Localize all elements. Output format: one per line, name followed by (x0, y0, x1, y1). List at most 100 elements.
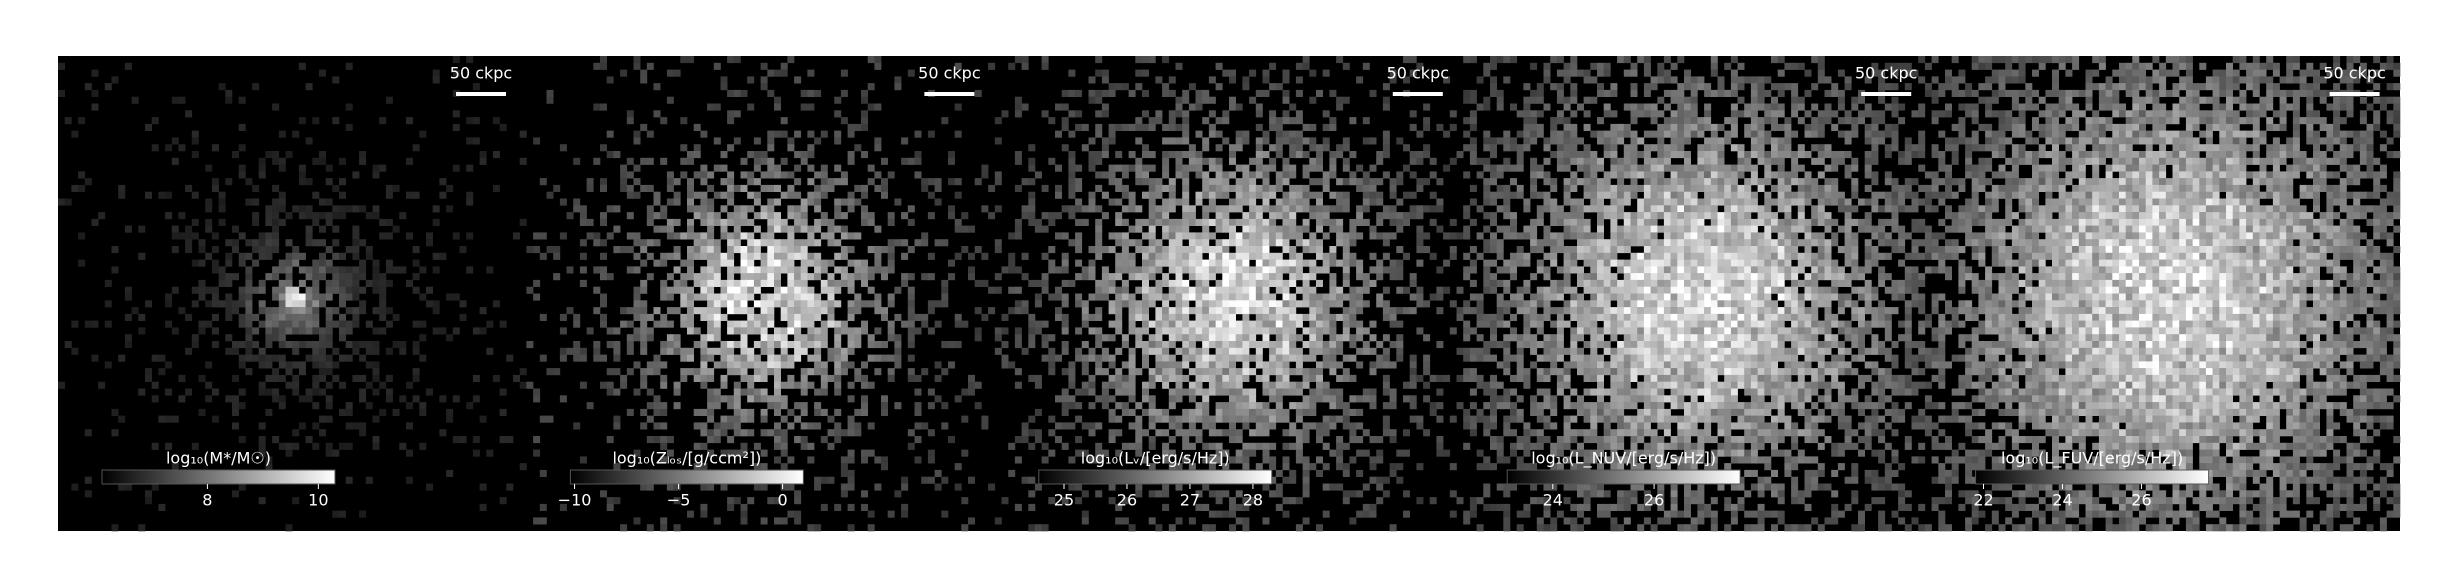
pixel (1055, 130, 1062, 138)
pixel (1329, 395, 1337, 403)
pixel (1831, 157, 1839, 165)
pixel (753, 442, 761, 450)
pixel (713, 361, 721, 369)
pixel (1034, 225, 1042, 233)
pixel (854, 327, 862, 335)
pixel (800, 388, 808, 396)
pixel (406, 449, 413, 457)
pixel (1382, 83, 1390, 91)
pixel (753, 239, 761, 247)
pixel (820, 334, 828, 342)
pixel (345, 307, 353, 315)
pixel (58, 89, 65, 97)
pixel (727, 266, 735, 274)
pixel (459, 313, 467, 321)
pixel (1229, 103, 1236, 111)
pixel (606, 503, 614, 511)
pixel (713, 266, 721, 274)
pixel (573, 422, 581, 430)
pixel (1416, 300, 1424, 308)
pixel (1014, 184, 1022, 192)
pixel (178, 395, 186, 403)
pixel (1121, 381, 1129, 389)
pixel (412, 368, 420, 376)
pixel (1329, 361, 1337, 369)
pixel (1208, 293, 1216, 301)
pixel (720, 252, 728, 260)
pixel (1483, 96, 1491, 104)
pixel (339, 442, 346, 450)
pixel (794, 279, 802, 287)
pixel (1208, 327, 1216, 335)
pixel (780, 442, 788, 450)
pixel (185, 239, 193, 247)
pixel (1811, 157, 1819, 165)
pixel (713, 327, 721, 335)
pixel (847, 415, 855, 423)
pixel (1663, 76, 1671, 84)
pixel (1121, 246, 1129, 254)
pixel (687, 320, 694, 328)
pixel (606, 327, 614, 335)
pixel (1322, 354, 1330, 362)
pixel (747, 232, 755, 240)
pixel (1135, 218, 1143, 226)
pixel (1235, 402, 1243, 410)
pixel (1275, 313, 1283, 321)
pixel (1737, 144, 1745, 152)
pixel (1750, 144, 1758, 152)
pixel (1356, 184, 1364, 192)
pixel (700, 381, 708, 389)
pixel (372, 307, 380, 315)
pixel (834, 279, 842, 287)
pixel (245, 313, 253, 321)
pixel (954, 313, 962, 321)
pixel (760, 252, 768, 260)
pixel (325, 449, 333, 457)
pixel (1744, 76, 1752, 84)
pixel (1275, 198, 1283, 206)
pixel (1075, 497, 1083, 505)
pixel (640, 239, 648, 247)
pixel (1750, 96, 1758, 104)
pixel (1229, 252, 1236, 260)
pixel (747, 286, 755, 294)
pixel (1155, 354, 1163, 362)
pixel (1904, 151, 1912, 159)
pixel (1242, 293, 1250, 301)
pixel (151, 483, 159, 491)
pixel (687, 510, 694, 518)
pixel (1068, 191, 1076, 199)
pixel (1556, 69, 1564, 77)
pixel (640, 334, 648, 342)
pixel (1195, 252, 1203, 260)
pixel (1262, 184, 1270, 192)
pixel (840, 232, 848, 240)
pixel (720, 300, 728, 308)
pixel (713, 334, 721, 342)
pixel (379, 279, 387, 287)
pixel (1168, 225, 1176, 233)
pixel (1878, 110, 1886, 118)
pixel (1690, 110, 1698, 118)
pixel (854, 184, 862, 192)
pixel (379, 232, 387, 240)
pixel (1389, 218, 1397, 226)
pixel (211, 144, 219, 152)
pixel (673, 191, 681, 199)
pixel (1342, 408, 1350, 416)
pixel (1148, 259, 1156, 267)
pixel (733, 388, 741, 396)
pixel (988, 483, 996, 491)
pixel (1041, 252, 1049, 260)
pixel (666, 96, 674, 104)
pixel (1081, 307, 1089, 315)
pixel (185, 110, 193, 118)
pixel (834, 96, 842, 104)
pixel (600, 239, 607, 247)
pixel (265, 151, 273, 159)
pixel (492, 184, 500, 192)
pixel (847, 503, 855, 511)
pixel (1168, 137, 1176, 145)
pixel (687, 293, 694, 301)
